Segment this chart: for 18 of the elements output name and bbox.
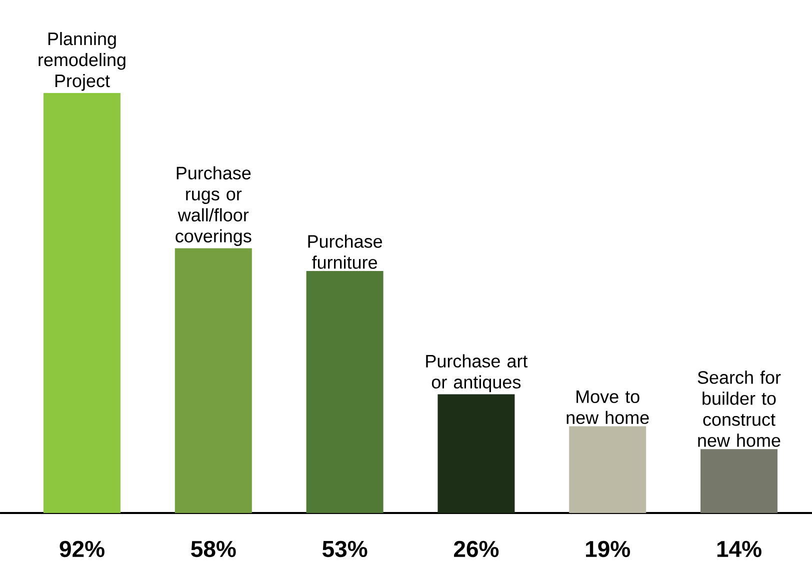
x-tick-label: Purchase furniture: [308, 234, 382, 269]
bar: [438, 394, 515, 513]
x-tick-label: Planning remodeling Project: [38, 32, 126, 91]
data-label: 92%: [60, 540, 104, 558]
x-tick-label: Purchase art or antiques: [426, 354, 528, 392]
bar: [306, 271, 384, 513]
bar: [700, 449, 778, 513]
data-label: 26%: [454, 540, 499, 558]
data-label: 53%: [322, 540, 368, 558]
bar: [569, 426, 646, 513]
data-label: 14%: [717, 540, 762, 558]
data-label: 19%: [586, 540, 630, 558]
x-tick-label: Purchase rugs or wall/floor coverings: [176, 166, 252, 246]
x-tick-label: Move to new home: [566, 390, 649, 424]
bar: [174, 248, 252, 513]
x-tick-label: Search for builder to construct new home: [698, 370, 781, 447]
data-label: 58%: [191, 540, 236, 558]
bar: [44, 92, 121, 513]
